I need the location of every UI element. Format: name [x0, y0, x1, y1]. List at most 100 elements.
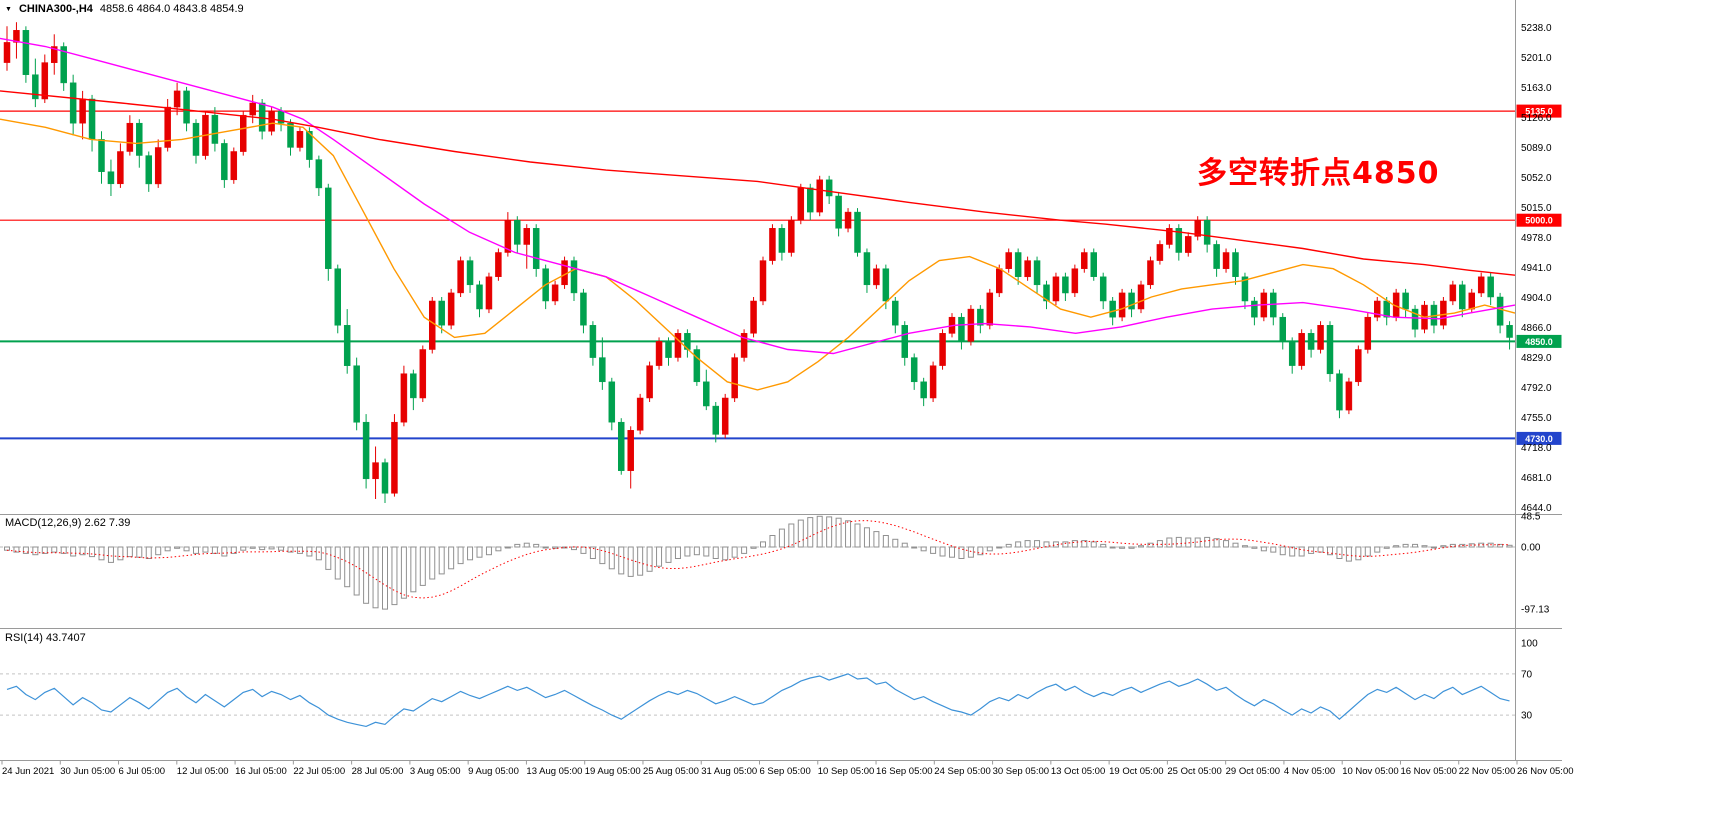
candle[interactable]: [797, 183, 805, 225]
candle[interactable]: [334, 264, 341, 334]
candle[interactable]: [1345, 377, 1353, 415]
symbol-period-label[interactable]: CHINA300-,H4: [18, 3, 93, 15]
candle[interactable]: [391, 414, 398, 497]
candle[interactable]: [173, 82, 181, 116]
macd-panel[interactable]: 48.5 0.00 -97.13: [0, 512, 1550, 616]
candle[interactable]: [721, 393, 729, 439]
candle[interactable]: [1185, 232, 1192, 257]
price-axis[interactable]: 5238.0 5201.0 5163.0 5126.0 5089.0 5052.0 5015…: [1521, 23, 1552, 514]
candle[interactable]: [22, 26, 30, 83]
candle[interactable]: [343, 309, 351, 374]
candle[interactable]: [495, 248, 502, 281]
candle[interactable]: [731, 353, 738, 403]
candle[interactable]: [457, 256, 464, 297]
candle[interactable]: [807, 183, 814, 221]
candle[interactable]: [703, 369, 710, 411]
candle[interactable]: [1298, 329, 1305, 370]
candle[interactable]: [759, 256, 767, 306]
candle[interactable]: [13, 22, 20, 59]
candle[interactable]: [532, 224, 540, 277]
candle[interactable]: [1043, 280, 1050, 310]
candle[interactable]: [1307, 329, 1315, 358]
candle[interactable]: [438, 297, 445, 334]
candle[interactable]: [240, 111, 247, 156]
candle[interactable]: [1033, 256, 1041, 293]
candle[interactable]: [1099, 272, 1107, 310]
candle[interactable]: [674, 329, 682, 362]
candle[interactable]: [693, 345, 701, 386]
candle[interactable]: [268, 107, 275, 136]
candle[interactable]: [1090, 248, 1097, 281]
candle[interactable]: [967, 305, 975, 346]
candle[interactable]: [712, 402, 719, 443]
candle[interactable]: [211, 107, 219, 152]
candle[interactable]: [1024, 256, 1031, 281]
candle[interactable]: [476, 280, 483, 318]
candle[interactable]: [570, 256, 578, 301]
candle[interactable]: [1279, 313, 1286, 350]
candle[interactable]: [816, 175, 823, 217]
candle[interactable]: [372, 446, 379, 500]
candle[interactable]: [1232, 248, 1239, 285]
candle[interactable]: [1137, 280, 1145, 314]
candle[interactable]: [230, 147, 238, 184]
candle[interactable]: [1430, 301, 1438, 334]
candle[interactable]: [164, 99, 171, 152]
candle[interactable]: [1477, 272, 1485, 297]
candle[interactable]: [1128, 288, 1135, 318]
candle[interactable]: [920, 377, 927, 407]
candle[interactable]: [117, 143, 124, 188]
candle[interactable]: [353, 357, 360, 431]
candle[interactable]: [1071, 264, 1079, 297]
time-axis[interactable]: 24 Jun 2021 30 Jun 05:00 6 Jul 05:00 12 Jul…: [1, 760, 1574, 778]
candle[interactable]: [1118, 288, 1126, 322]
candle[interactable]: [1213, 240, 1220, 277]
candle[interactable]: [844, 208, 852, 233]
candle[interactable]: [788, 216, 795, 257]
candle[interactable]: [636, 393, 644, 435]
candle[interactable]: [1402, 288, 1409, 318]
symbol-dropdown-icon[interactable]: ▼: [5, 5, 12, 13]
candle[interactable]: [381, 458, 389, 503]
candle[interactable]: [1005, 248, 1012, 273]
candle[interactable]: [1487, 272, 1494, 306]
candle[interactable]: [429, 297, 436, 354]
ma-mid-magenta[interactable]: [0, 37, 1516, 355]
candle[interactable]: [854, 208, 861, 257]
candle[interactable]: [1081, 248, 1088, 273]
ma-fast-orange[interactable]: [0, 118, 1516, 391]
candle[interactable]: [901, 321, 908, 366]
candle[interactable]: [98, 131, 105, 184]
candle[interactable]: [447, 288, 455, 330]
candle[interactable]: [1496, 292, 1504, 334]
candle[interactable]: [1317, 321, 1324, 354]
turning-point-annotation[interactable]: 多空转折点4850: [1197, 156, 1440, 191]
candle[interactable]: [665, 337, 672, 366]
candle[interactable]: [362, 414, 370, 489]
candle[interactable]: [1440, 297, 1447, 330]
candle[interactable]: [863, 248, 871, 293]
candle[interactable]: [873, 264, 880, 289]
candle[interactable]: [977, 305, 984, 334]
candles-layer[interactable]: [3, 22, 1513, 503]
candle[interactable]: [939, 329, 946, 370]
candle[interactable]: [608, 377, 616, 431]
candle[interactable]: [60, 42, 67, 91]
candle[interactable]: [192, 119, 200, 164]
candle[interactable]: [154, 139, 162, 188]
candle[interactable]: [750, 297, 757, 338]
candle[interactable]: [1147, 256, 1154, 289]
candle[interactable]: [1062, 272, 1069, 301]
candle[interactable]: [778, 224, 786, 261]
candle[interactable]: [3, 26, 11, 71]
candle[interactable]: [69, 74, 77, 136]
candle[interactable]: [1355, 345, 1362, 386]
candle[interactable]: [1251, 297, 1258, 326]
candle[interactable]: [325, 183, 332, 281]
candle[interactable]: [958, 313, 965, 350]
candle[interactable]: [740, 329, 748, 362]
candle[interactable]: [410, 369, 417, 411]
candle[interactable]: [1288, 337, 1296, 374]
candle[interactable]: [1364, 313, 1372, 354]
candle[interactable]: [1203, 216, 1211, 253]
